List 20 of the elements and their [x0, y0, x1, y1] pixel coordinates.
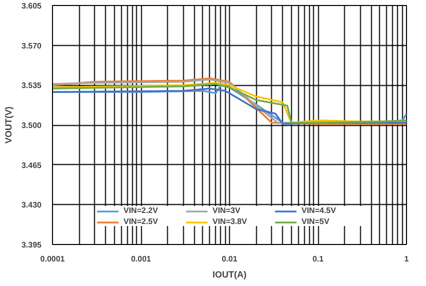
- legend-label: VIN=4.5V: [302, 206, 337, 215]
- legend-label: VIN=3V: [212, 206, 242, 215]
- y-tick-label: 3.465: [21, 160, 42, 170]
- legend-label: VIN=2.2V: [124, 206, 159, 215]
- x-tick-label: 0.01: [222, 254, 238, 264]
- y-tick-label: 3.395: [21, 240, 42, 250]
- x-tick-label: 0.001: [130, 254, 152, 264]
- legend-label: VIN=3.8V: [212, 217, 248, 226]
- y-axis-title: VOUT(V): [3, 106, 14, 144]
- y-tick-label: 3.535: [21, 81, 42, 90]
- legend-label: VIN=2.5V: [124, 217, 159, 226]
- y-tick-label: 3.430: [21, 200, 42, 210]
- y-tick-label: 3.500: [21, 121, 42, 130]
- x-axis-title: IOUT(A): [212, 270, 247, 280]
- legend-label: VIN=5V: [302, 217, 330, 226]
- y-tick-label: 3.605: [21, 2, 42, 10]
- x-tick-label: 0.0001: [40, 254, 66, 264]
- y-tick-label: 3.570: [21, 41, 42, 50]
- x-tick-label: 0.1: [312, 254, 324, 264]
- x-tick-label: 1: [404, 254, 410, 264]
